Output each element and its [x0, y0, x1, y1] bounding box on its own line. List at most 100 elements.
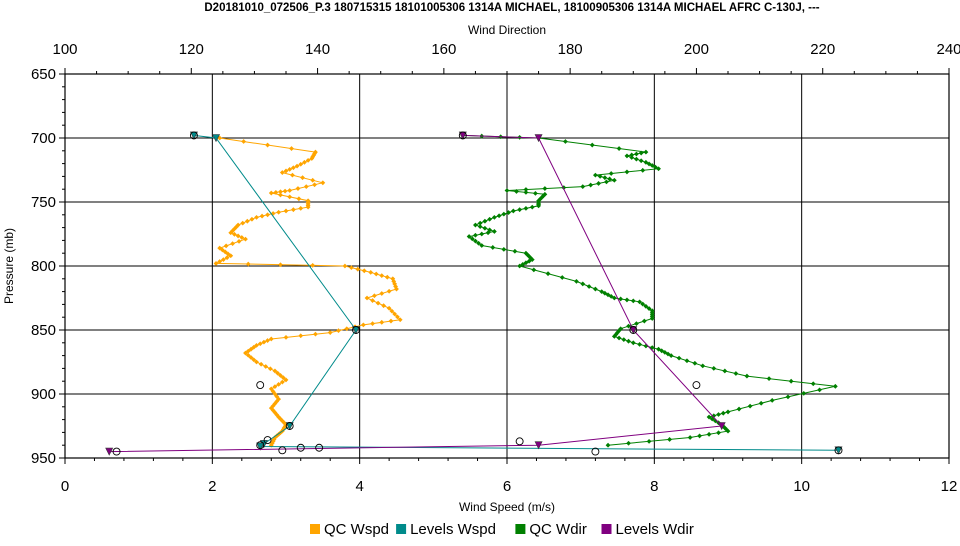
point-qc-wspd — [298, 333, 304, 339]
point-qc-wdir — [810, 381, 816, 387]
point-qc-wdir — [607, 176, 613, 182]
point-qc-wspd — [245, 261, 251, 267]
level-circle-marker — [834, 446, 843, 455]
bottom-axis-label: Wind Speed (m/s) — [459, 500, 555, 514]
point-qc-wspd — [268, 405, 274, 411]
point-qc-wspd — [311, 152, 317, 158]
point-qc-wspd — [282, 188, 288, 194]
point-qc-wdir — [533, 190, 538, 196]
point-qc-wspd — [261, 339, 267, 345]
point-qc-wdir — [801, 390, 807, 396]
point-qc-wdir — [593, 172, 598, 178]
point-qc-wspd — [388, 318, 394, 324]
point-qc-wspd — [270, 211, 276, 216]
point-qc-wspd — [257, 341, 263, 347]
point-qc-wdir — [634, 151, 639, 157]
point-qc-wdir — [563, 139, 568, 144]
point-qc-wdir — [624, 297, 630, 303]
point-qc-wspd — [370, 298, 375, 303]
level-circle-marker — [315, 443, 324, 452]
point-qc-wdir — [517, 207, 523, 213]
point-qc-wdir — [479, 243, 485, 248]
point-qc-wspd — [230, 241, 235, 246]
point-qc-wspd — [312, 182, 317, 188]
point-qc-wspd — [280, 375, 286, 381]
point-qc-wspd — [392, 311, 398, 317]
point-qc-wdir — [640, 167, 646, 173]
point-qc-wdir — [473, 238, 478, 244]
point-qc-wdir — [722, 368, 728, 374]
point-qc-wspd — [395, 314, 400, 320]
point-qc-wdir — [491, 214, 497, 220]
point-qc-wdir — [788, 378, 794, 384]
point-qc-wspd — [370, 321, 375, 326]
point-qc-wspd — [283, 208, 289, 214]
point-qc-wdir — [523, 190, 529, 195]
point-qc-wspd — [279, 170, 285, 175]
point-qc-wdir — [604, 179, 609, 185]
point-qc-wdir — [611, 334, 617, 339]
point-qc-wspd — [287, 188, 293, 193]
point-qc-wdir — [466, 234, 472, 239]
point-qc-wdir — [634, 321, 639, 326]
point-qc-wspd — [283, 168, 289, 174]
point-qc-wdir — [482, 225, 488, 231]
point-qc-wspd — [300, 175, 305, 181]
point-qc-wdir — [529, 204, 535, 210]
point-qc-wspd — [220, 247, 225, 253]
point-levels-wdir — [534, 441, 543, 450]
point-qc-wspd — [271, 437, 277, 442]
x-top-tick-label: 160 — [431, 41, 456, 58]
point-qc-wspd — [342, 263, 348, 269]
point-qc-wdir — [490, 245, 496, 250]
point-levels-wspd — [212, 134, 221, 143]
point-levels-wdir — [717, 422, 726, 431]
point-qc-wdir — [588, 182, 594, 188]
point-qc-wdir — [716, 412, 721, 417]
point-qc-wdir — [514, 189, 519, 194]
point-qc-wdir — [626, 440, 631, 446]
point-qc-wspd — [278, 192, 283, 198]
point-qc-wspd — [270, 389, 276, 394]
point-qc-wdir — [700, 363, 706, 369]
point-qc-wspd — [272, 368, 278, 374]
point-qc-wdir — [629, 155, 635, 160]
point-qc-wdir — [479, 231, 485, 237]
point-qc-wspd — [360, 322, 366, 328]
point-qc-wdir — [665, 351, 671, 357]
point-qc-wspd — [294, 163, 300, 169]
x-bottom-tick-label: 10 — [793, 478, 810, 495]
point-qc-wdir — [697, 433, 702, 439]
point-qc-wdir — [766, 376, 772, 382]
point-qc-wspd — [243, 350, 248, 356]
point-qc-wspd — [379, 291, 385, 296]
point-qc-wspd — [375, 300, 381, 306]
x-top-tick-label: 120 — [179, 41, 204, 58]
point-qc-wspd — [273, 190, 279, 195]
point-qc-wspd — [310, 177, 316, 183]
point-qc-wspd — [302, 159, 307, 165]
point-qc-wspd — [344, 326, 350, 332]
point-qc-wspd — [303, 184, 309, 190]
point-qc-wdir — [536, 203, 541, 209]
point-qc-wdir — [586, 284, 592, 289]
point-qc-wspd — [384, 274, 390, 280]
level-circle-marker — [263, 436, 272, 445]
point-qc-wspd — [217, 245, 223, 251]
y-tick-label: 850 — [31, 322, 56, 339]
point-qc-wdir — [643, 303, 649, 309]
point-qc-wspd — [244, 218, 250, 224]
point-qc-wdir — [580, 184, 586, 190]
point-qc-wspd — [290, 207, 296, 213]
legend: QC Wspd Levels Wspd QC Wdir Levels Wdir — [310, 521, 694, 538]
point-qc-wspd — [379, 273, 385, 278]
x-bottom-tick-label: 12 — [941, 478, 958, 495]
level-circle-marker — [591, 447, 600, 456]
series-layer — [105, 131, 843, 456]
point-qc-wdir — [611, 177, 617, 183]
point-qc-wspd — [243, 236, 248, 242]
level-circle-marker — [515, 437, 524, 446]
legend-label-levels-wspd: Levels Wspd — [410, 521, 496, 538]
point-qc-wspd — [282, 423, 288, 429]
